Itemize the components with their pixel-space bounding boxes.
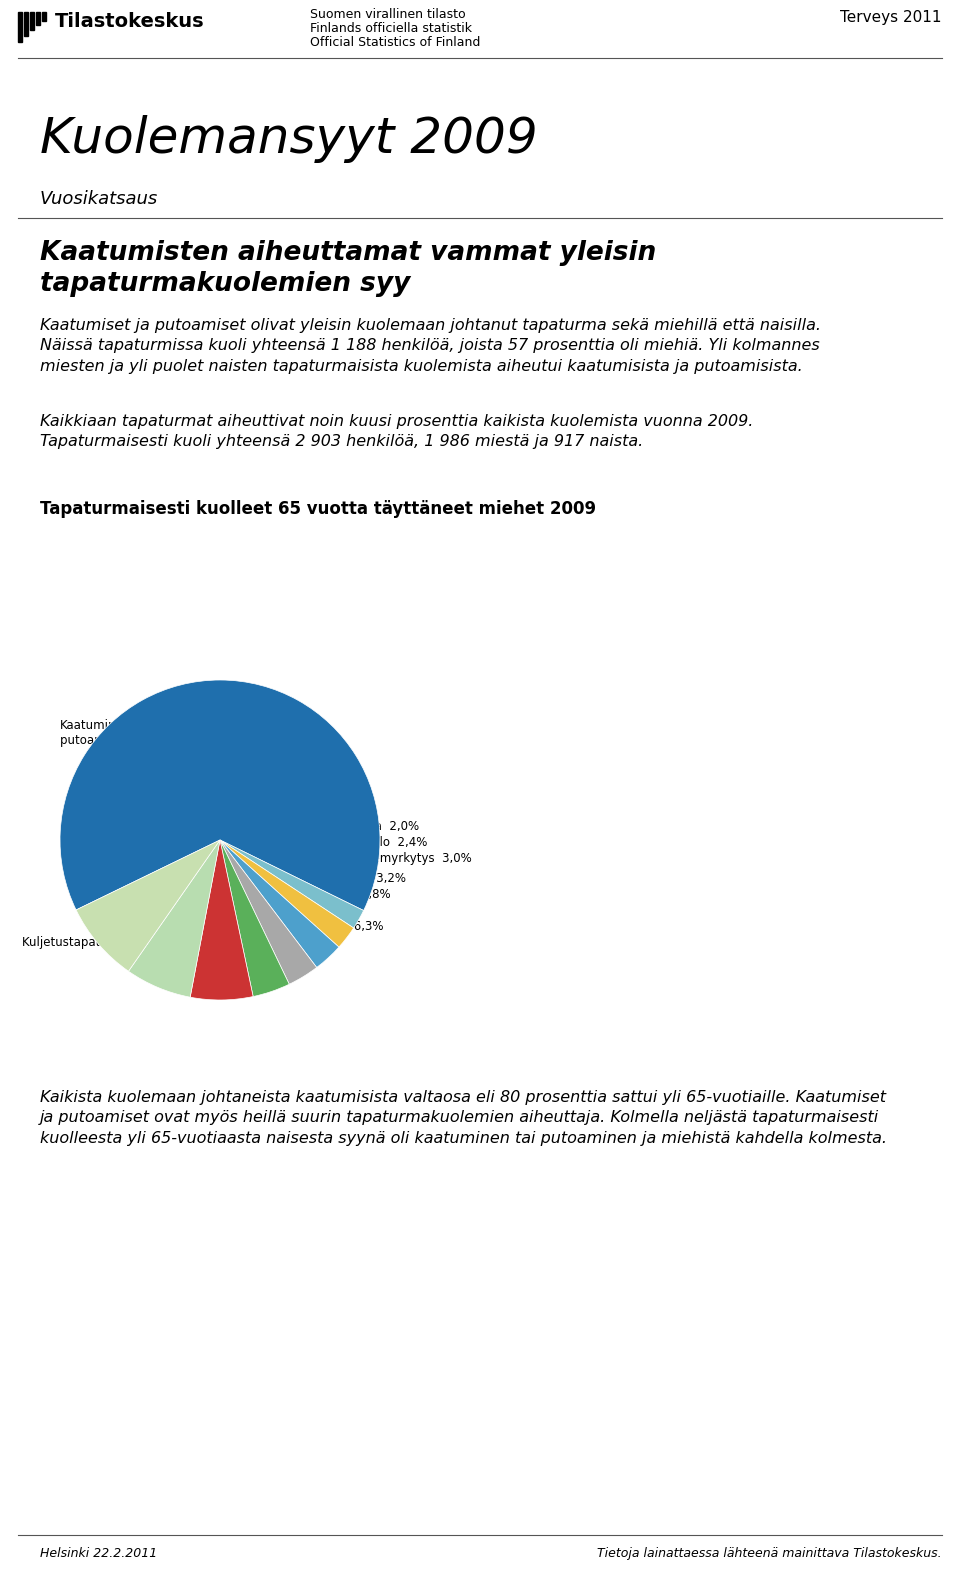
Text: Muut syyt  3,8%: Muut syyt 3,8%: [295, 887, 391, 902]
Wedge shape: [220, 840, 339, 968]
Wedge shape: [220, 840, 317, 984]
Text: Terveys 2011: Terveys 2011: [841, 9, 942, 25]
Text: Kaikista kuolemaan johtaneista kaatumisista valtaosa eli 80 prosenttia sattui yl: Kaikista kuolemaan johtaneista kaatumisi…: [40, 1090, 887, 1146]
Text: Tulipalo  2,4%: Tulipalo 2,4%: [345, 835, 427, 850]
Text: Kuolemansyyt 2009: Kuolemansyyt 2009: [40, 115, 538, 163]
Wedge shape: [220, 840, 353, 947]
Text: Kylmyys  3,2%: Kylmyys 3,2%: [320, 872, 406, 884]
Text: Finlands officiella statistik: Finlands officiella statistik: [310, 22, 472, 35]
Text: Lääkemyrkytys  3,0%: Lääkemyrkytys 3,0%: [345, 853, 471, 865]
Wedge shape: [60, 681, 380, 911]
Text: Tilastokeskus: Tilastokeskus: [55, 13, 204, 32]
Text: Tietoja lainattaessa lähteenä mainittava Tilastokeskus.: Tietoja lainattaessa lähteenä mainittava…: [597, 1547, 942, 1560]
Wedge shape: [220, 840, 289, 996]
Text: Official Statistics of Finland: Official Statistics of Finland: [310, 36, 480, 49]
Text: Suomen virallinen tilasto: Suomen virallinen tilasto: [310, 8, 466, 21]
Text: Kaatumiset ja putoamiset olivat yleisin kuolemaan johtanut tapaturma sekä miehil: Kaatumiset ja putoamiset olivat yleisin …: [40, 317, 821, 374]
Wedge shape: [76, 840, 220, 971]
Text: Hukkuminen  6,7%: Hukkuminen 6,7%: [165, 938, 276, 951]
Text: Sauna  2,0%: Sauna 2,0%: [345, 820, 420, 834]
Text: Kaikkiaan tapaturmat aiheuttivat noin kuusi prosenttia kaikista kuolemista vuonn: Kaikkiaan tapaturmat aiheuttivat noin ku…: [40, 414, 754, 450]
Bar: [42, 13, 46, 21]
Text: Kaatuminen/
putoaminen  64,4%: Kaatuminen/ putoaminen 64,4%: [60, 718, 176, 747]
Text: Helsinki 22.2.2011: Helsinki 22.2.2011: [40, 1547, 157, 1560]
Wedge shape: [190, 840, 253, 1000]
Text: Kuljetustapaturmat  8,1%: Kuljetustapaturmat 8,1%: [22, 936, 174, 949]
Wedge shape: [220, 840, 364, 928]
Wedge shape: [129, 840, 220, 998]
Text: Vuosikatsaus: Vuosikatsaus: [40, 189, 158, 208]
Bar: [18, 13, 22, 43]
Bar: [30, 13, 34, 30]
Bar: [36, 13, 40, 25]
Bar: [24, 13, 28, 36]
Text: Alkoholimyrkytys  6,3%: Alkoholimyrkytys 6,3%: [245, 921, 383, 933]
Text: Kaatumisten aiheuttamat vammat yleisin
tapaturmakuolemien syy: Kaatumisten aiheuttamat vammat yleisin t…: [40, 240, 657, 297]
Text: Tapaturmaisesti kuolleet 65 vuotta täyttäneet miehet 2009: Tapaturmaisesti kuolleet 65 vuotta täytt…: [40, 501, 596, 518]
Text: Hukkuminen  6,7%: Hukkuminen 6,7%: [155, 954, 267, 966]
